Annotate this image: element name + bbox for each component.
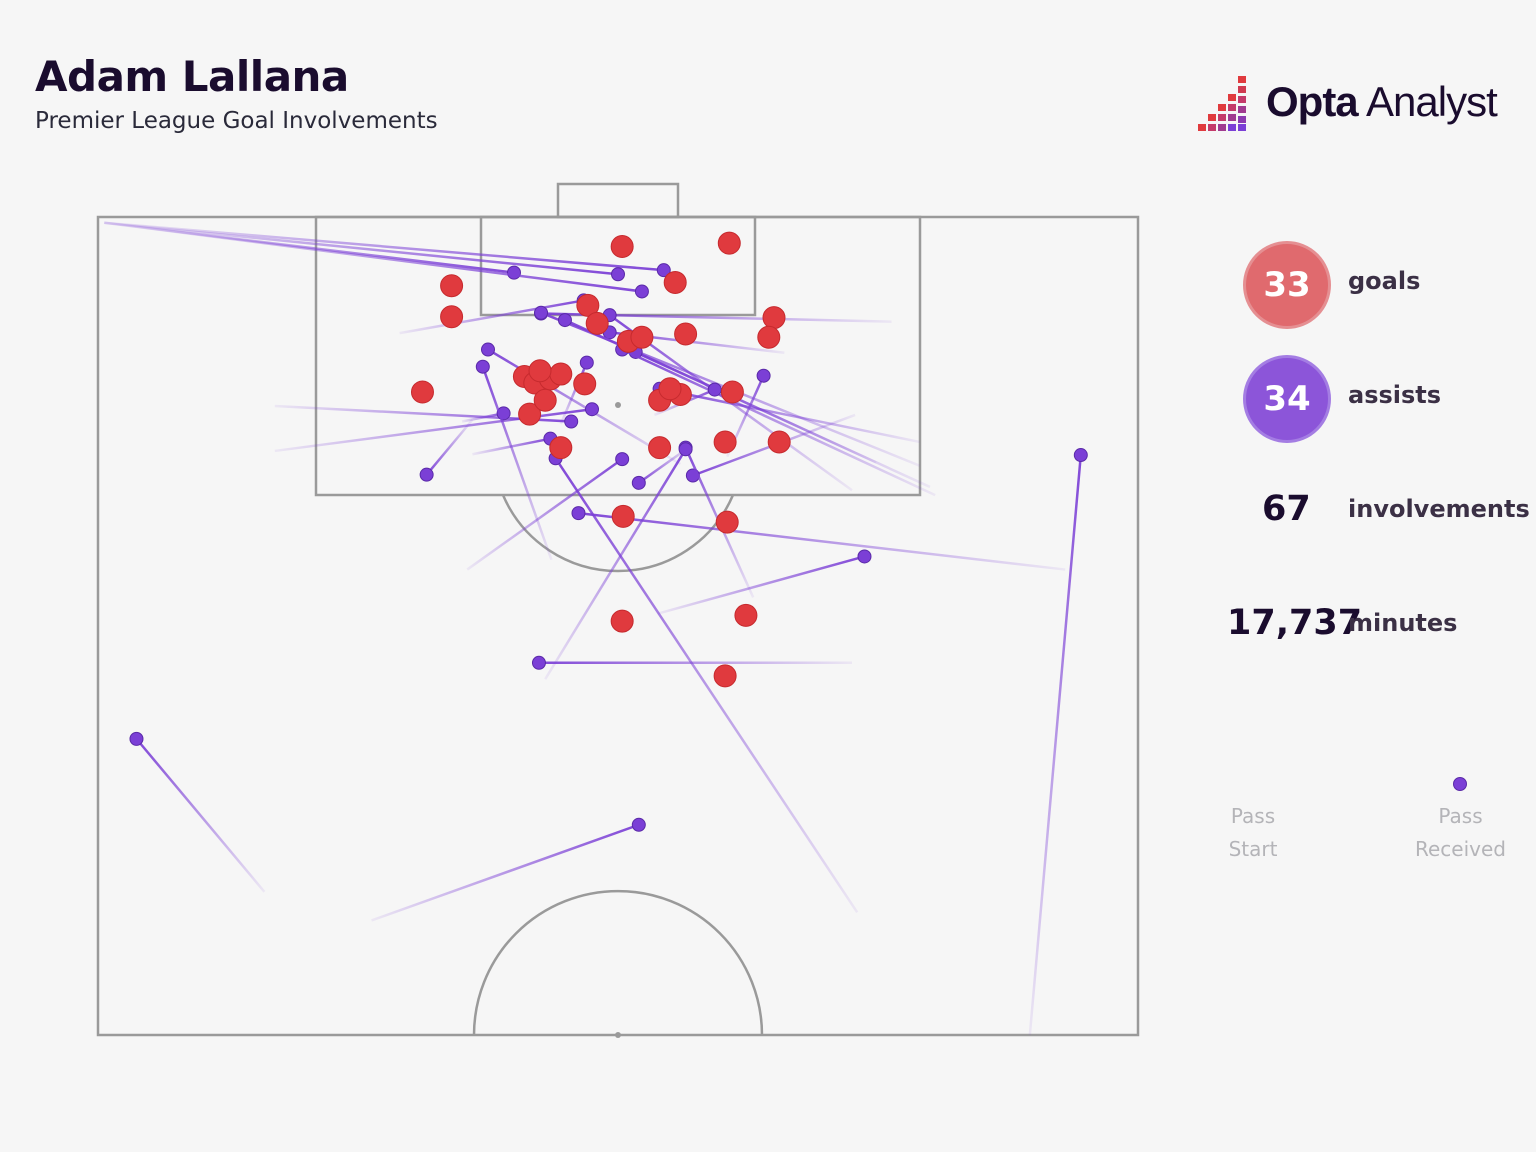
assist-received-point: [631, 475, 646, 490]
assist-received-point: [419, 467, 434, 482]
pitch-markings: [96, 182, 1140, 1038]
minutes-label: minutes: [1348, 609, 1458, 637]
goal-point: [610, 234, 634, 258]
legend-start-line2: Start: [1228, 837, 1278, 861]
legend-start-line1: Pass: [1230, 804, 1276, 828]
goal-point: [734, 603, 758, 627]
goal-point: [762, 306, 786, 330]
legend-pass-received-dot: [1453, 777, 1467, 791]
penalty-arc: [501, 494, 735, 573]
goal-point: [549, 436, 573, 460]
assist-received-point: [678, 442, 693, 457]
goal-point: [715, 510, 739, 534]
assist-received-point: [631, 817, 646, 832]
goal-point: [648, 436, 672, 460]
goal-point: [610, 609, 634, 633]
logo-wordmark: Opta Analyst: [1266, 78, 1498, 125]
assist-pass-line: [461, 412, 504, 423]
goal-layer: [410, 231, 791, 688]
goal-point: [533, 388, 557, 412]
assist-pass-line: [104, 221, 643, 293]
assist-received-point: [707, 382, 722, 397]
assist-received-point: [611, 267, 625, 282]
assist-pass-line: [425, 419, 474, 476]
assist-layer: [104, 221, 1088, 1036]
opta-analyst-logo: Opta Analyst: [1196, 72, 1516, 136]
assist-pass-line: [472, 437, 551, 456]
goals-label: goals: [1348, 267, 1421, 295]
assist-received-point: [531, 655, 546, 670]
goal-point: [518, 402, 542, 426]
assist-pass-line: [466, 458, 623, 571]
assist-received-point: [857, 549, 872, 564]
legend-end-line1: Pass: [1438, 804, 1483, 828]
goals-count-badge: 33: [1243, 241, 1331, 329]
assist-received-point: [481, 342, 495, 357]
goal-point: [717, 231, 741, 255]
assist-pass-line: [621, 348, 936, 497]
assists-count-badge: 34: [1243, 355, 1331, 443]
assist-pass-line: [544, 448, 687, 680]
assist-received-point: [656, 263, 671, 278]
goal-point: [658, 377, 682, 401]
assist-pass-line: [104, 221, 619, 276]
bar-chart-logo-icon: [1198, 76, 1246, 131]
goal: [556, 182, 680, 219]
assist-pass-line: [657, 555, 865, 615]
chart-title: Adam Lallana: [35, 52, 349, 101]
goal-point: [713, 430, 737, 454]
assist-pass-line: [1028, 454, 1083, 1036]
assist-received-point: [579, 355, 594, 370]
goal-point: [713, 664, 737, 688]
assist-received-point: [475, 359, 490, 374]
assist-pass-line: [104, 221, 664, 272]
goal-point: [440, 274, 464, 298]
assist-received-point: [756, 368, 771, 383]
penalty-spot: [615, 402, 621, 408]
goal-point: [611, 504, 635, 528]
goal-point: [440, 305, 464, 329]
assist-received-point: [615, 452, 630, 467]
involvements-label: involvements: [1348, 495, 1530, 523]
involvements-value: 67: [1262, 489, 1311, 529]
goal-point: [663, 270, 687, 294]
centre-spot: [615, 1032, 621, 1038]
assist-pass-line: [578, 511, 1066, 571]
assist-received-point: [534, 305, 549, 320]
minutes-value: 17,737: [1227, 603, 1363, 643]
assist-pass-line: [481, 366, 553, 561]
assist-pass-line: [399, 299, 584, 335]
goal-point: [720, 380, 744, 404]
chart-subtitle: Premier League Goal Involvements: [35, 108, 438, 134]
assist-received-point: [585, 402, 599, 417]
assist-received-point: [1073, 448, 1088, 463]
legend-pass-received-label: Pass Received: [1398, 800, 1523, 866]
assist-pass-line: [659, 387, 920, 444]
goal-point: [630, 325, 654, 349]
goal-point: [573, 372, 597, 396]
assist-received-point: [564, 414, 579, 429]
legend: [1253, 777, 1467, 791]
centre-circle: [472, 889, 764, 1036]
assist-received-point: [557, 313, 572, 328]
legend-end-line2: Received: [1415, 837, 1506, 861]
assist-pass-line: [135, 738, 266, 893]
assist-received-point: [129, 731, 144, 746]
assists-label: assists: [1348, 381, 1442, 409]
goal-point: [528, 359, 552, 383]
goal-point: [757, 325, 781, 349]
legend-pass-start-label: Pass Start: [1208, 800, 1298, 866]
goal-point: [549, 362, 573, 386]
goal-point: [410, 380, 434, 404]
assist-received-point: [571, 506, 586, 521]
goal-point: [585, 311, 609, 335]
assist-received-point: [634, 284, 649, 299]
goal-point: [767, 430, 791, 454]
goal-point: [576, 293, 600, 317]
goal-point: [674, 322, 698, 346]
assist-pass-line: [554, 457, 859, 913]
assist-pass-line: [371, 823, 640, 922]
assist-received-point: [507, 265, 521, 280]
